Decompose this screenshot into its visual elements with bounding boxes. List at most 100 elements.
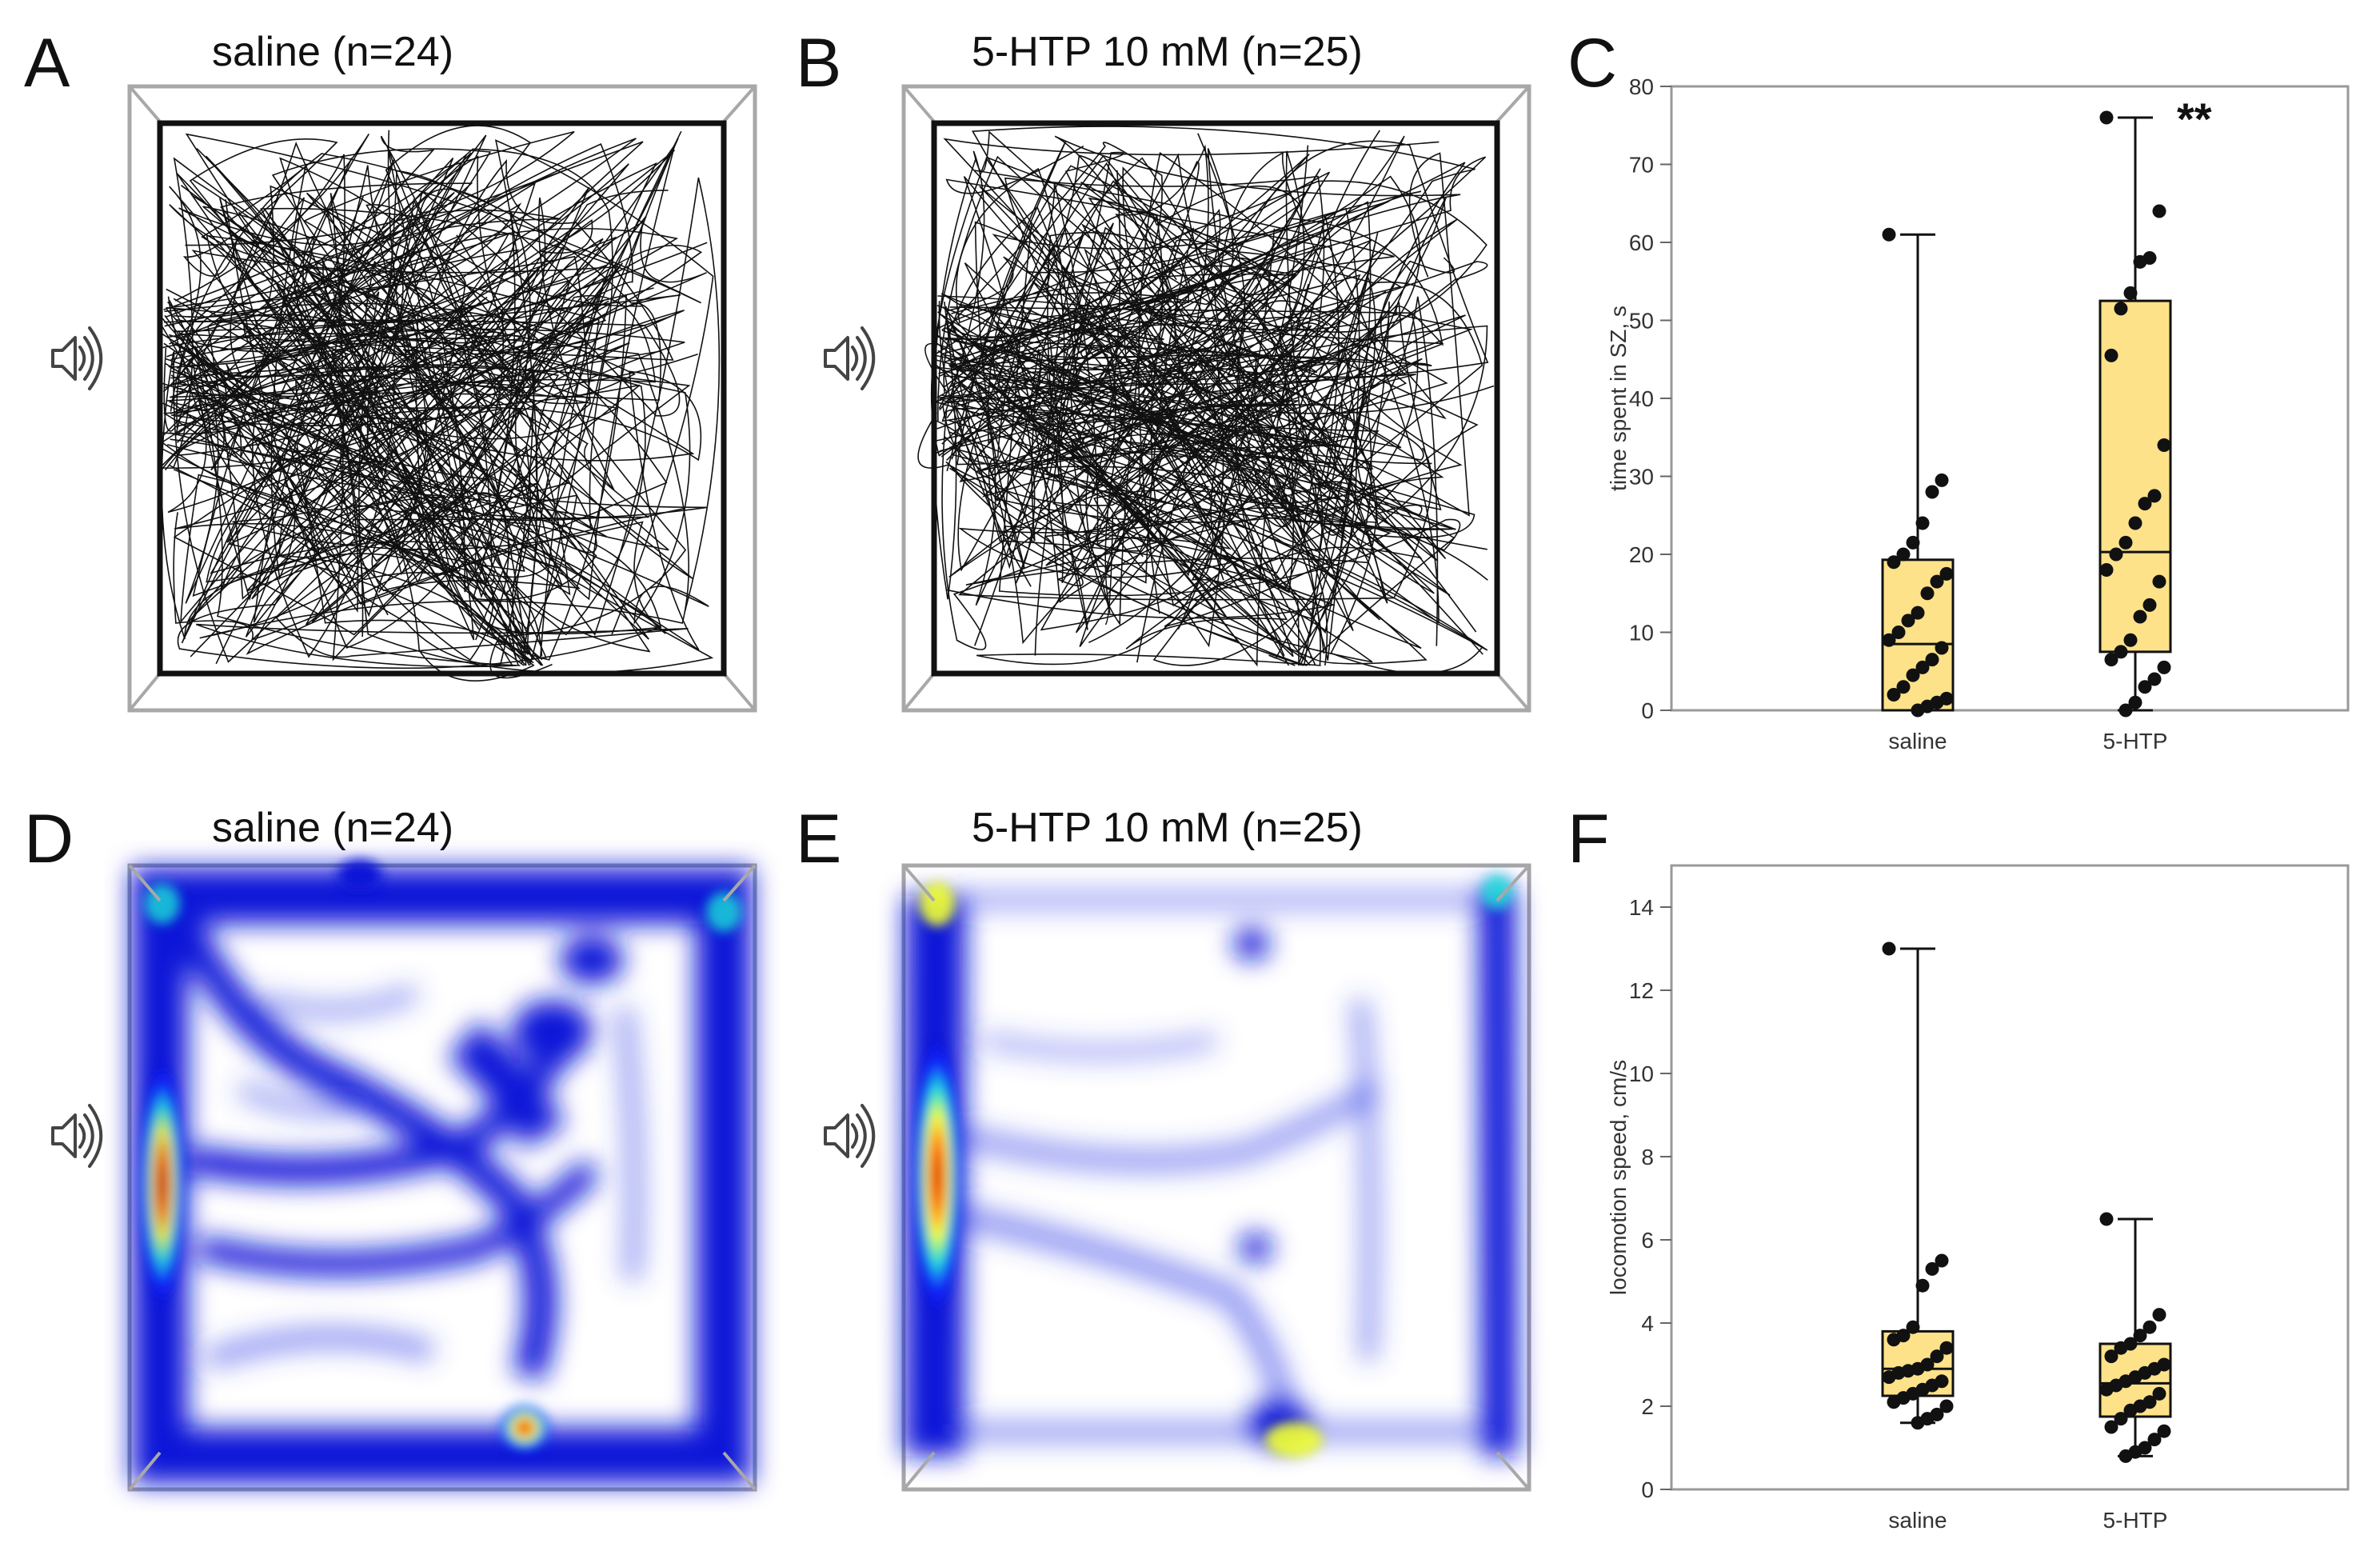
data-point xyxy=(1887,1395,1901,1409)
sound-wave xyxy=(856,336,867,381)
trajectory-path xyxy=(169,215,708,519)
data-point xyxy=(2152,1308,2166,1322)
trajectory-path xyxy=(948,324,1484,674)
trajectory-path xyxy=(935,166,1402,586)
panel-title-d: saline (n=24) xyxy=(212,805,453,851)
data-point xyxy=(2104,1349,2118,1364)
data-point xyxy=(2123,633,2138,647)
trajectory-path xyxy=(963,176,1390,666)
trajectory-path xyxy=(917,261,1488,506)
sound-wave xyxy=(856,1113,867,1158)
trajectory-path xyxy=(936,180,1403,542)
trajectory-path xyxy=(163,154,630,638)
data-point xyxy=(2118,1449,2133,1463)
y-tick-label: 10 xyxy=(1629,621,1654,646)
data-point xyxy=(2114,1412,2128,1426)
data-point xyxy=(1911,1416,1925,1430)
trajectory-arena-5htp xyxy=(901,84,1531,713)
y-tick-label: 4 xyxy=(1641,1311,1654,1336)
trajectory-path xyxy=(941,142,1163,445)
speaker-icon xyxy=(51,1104,103,1168)
sound-wave xyxy=(851,346,859,371)
data-point xyxy=(1882,1370,1896,1385)
data-point xyxy=(1925,653,1939,667)
trajectory-path xyxy=(1084,248,1376,550)
trajectory-path xyxy=(176,173,534,660)
trajectory-path xyxy=(1092,170,1456,666)
panel-title-b: 5-HTP 10 mM (n=25) xyxy=(972,29,1363,75)
data-point xyxy=(1882,227,1896,242)
x-tick-label: saline xyxy=(1888,1508,1947,1533)
y-tick-label: 60 xyxy=(1629,230,1654,255)
data-point xyxy=(2152,1386,2166,1401)
trajectory-path xyxy=(175,374,619,666)
data-point xyxy=(1882,941,1896,956)
panel-title-e: 5-HTP 10 mM (n=25) xyxy=(972,805,1363,851)
data-point xyxy=(1911,606,1925,620)
data-point xyxy=(1915,660,1930,674)
boxplot-time-in-sz: time spent in SZ, s ** 0 10 20 30 40 50 60 70 80… xyxy=(1606,74,2350,754)
data-point xyxy=(2099,1212,2114,1226)
panel-label-b: B xyxy=(796,25,841,102)
sound-wave xyxy=(861,1104,876,1168)
y-tick-label: 14 xyxy=(1629,895,1654,920)
trajectory-path xyxy=(933,154,1388,604)
data-point xyxy=(1882,633,1896,647)
data-point xyxy=(1930,1349,1944,1364)
data-point xyxy=(2142,598,2157,612)
heatmap-5htp xyxy=(901,863,1531,1492)
data-point xyxy=(2152,574,2166,589)
data-point xyxy=(2157,660,2171,674)
trajectory-path xyxy=(941,130,1423,559)
trajectory-path xyxy=(174,294,689,668)
y-tick-label: 8 xyxy=(1641,1145,1654,1169)
trajectory-path xyxy=(215,125,637,665)
boxplot-locomotion-speed: locomotion speed, cm/s 0 2 4 6 8 10 12 14 saline… xyxy=(1606,864,2350,1533)
panel-title-a: saline (n=24) xyxy=(212,29,453,75)
trajectory-path xyxy=(944,404,1488,550)
data-point xyxy=(1911,703,1925,718)
trajectory-path xyxy=(997,162,1463,574)
trajectory-path xyxy=(202,155,547,659)
trajectory-path xyxy=(227,204,693,666)
data-point xyxy=(1887,688,1901,702)
trajectory-lines xyxy=(917,126,1495,674)
trajectory-path xyxy=(1080,274,1432,465)
speaker-icon xyxy=(51,326,103,390)
trajectory-path xyxy=(937,257,1455,619)
trajectory-path xyxy=(321,218,643,307)
trajectory-path xyxy=(988,157,1325,656)
y-tick-label: 0 xyxy=(1641,698,1654,723)
y-tick-label: 50 xyxy=(1629,309,1654,334)
data-point xyxy=(1915,1278,1930,1293)
data-point xyxy=(2118,535,2133,550)
data-point xyxy=(2138,497,2152,511)
panel-label-a: A xyxy=(24,25,70,102)
trajectory-path xyxy=(170,334,525,458)
speaker-icon xyxy=(824,326,876,390)
trajectory-path xyxy=(161,158,504,581)
trajectory-lines xyxy=(159,125,721,682)
data-point xyxy=(1891,626,1906,639)
trajectory-path xyxy=(175,232,702,651)
data-point xyxy=(2099,1382,2114,1397)
data-point xyxy=(1896,680,1911,694)
y-axis-label: time spent in SZ, s xyxy=(1606,306,1631,491)
panel-label-e: E xyxy=(796,801,841,877)
data-point xyxy=(1939,1399,1954,1413)
speaker-body xyxy=(824,1113,849,1158)
data-point xyxy=(2123,1403,2138,1417)
trajectory-path xyxy=(987,165,1408,666)
data-point xyxy=(1887,555,1901,570)
trajectory-path xyxy=(942,170,1395,619)
data-point xyxy=(2152,204,2166,218)
trajectory-arena-saline xyxy=(127,84,757,713)
x-tick-label: 5-HTP xyxy=(2103,729,2168,754)
data-point xyxy=(1939,566,1954,581)
data-point xyxy=(2147,1433,2162,1447)
trajectory-path xyxy=(160,213,714,674)
data-point xyxy=(2099,110,2114,125)
data-point xyxy=(2109,547,2123,562)
trajectory-path xyxy=(936,325,1488,538)
sound-wave xyxy=(88,326,103,390)
